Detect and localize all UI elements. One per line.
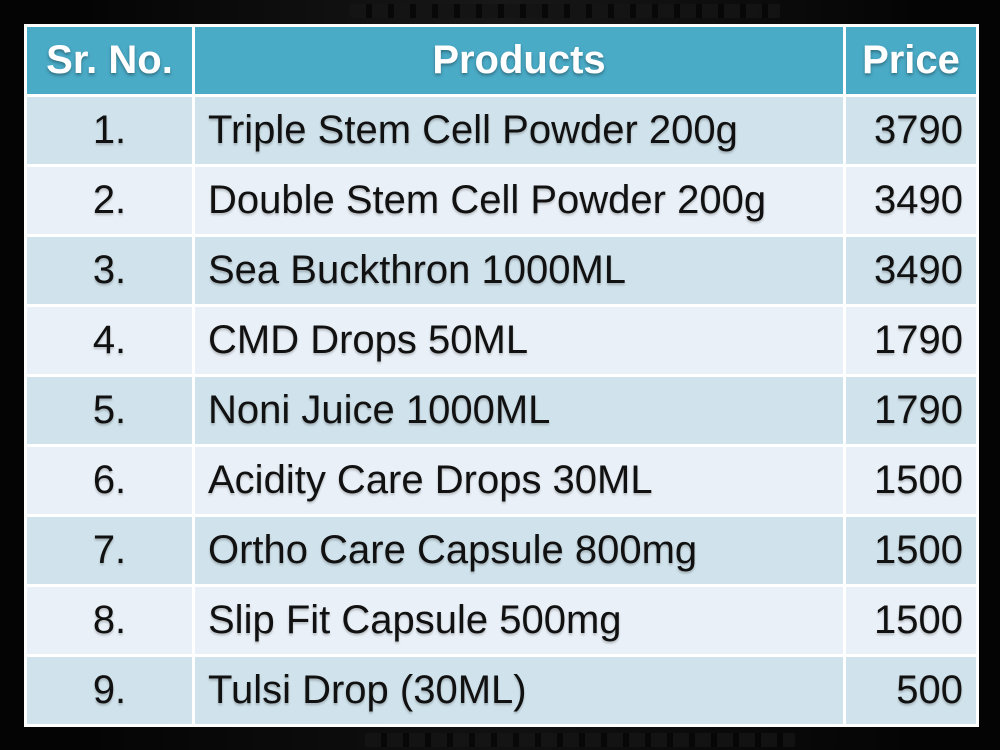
header-row: Sr. No. Products Price [27,27,976,94]
cell-sr-no: 6. [27,447,192,514]
cell-sr-no: 3. [27,237,192,304]
table-body: 1. Triple Stem Cell Powder 200g 3790 2. … [27,97,976,724]
cell-sr-no: 7. [27,517,192,584]
cell-product: CMD Drops 50ML [195,307,843,374]
table-row: 3. Sea Buckthron 1000ML 3490 [27,237,976,304]
cell-price: 1790 [846,307,976,374]
cell-sr-no: 4. [27,307,192,374]
cell-product: Triple Stem Cell Powder 200g [195,97,843,164]
cell-sr-no: 1. [27,97,192,164]
cell-product: Sea Buckthron 1000ML [195,237,843,304]
cell-sr-no: 8. [27,587,192,654]
cell-product: Double Stem Cell Powder 200g [195,167,843,234]
cell-product: Acidity Care Drops 30ML [195,447,843,514]
cell-price: 1790 [846,377,976,444]
cell-price: 3490 [846,237,976,304]
laptop-keys-texture-bottom [365,733,795,747]
cell-price: 500 [846,657,976,724]
cell-product: Noni Juice 1000ML [195,377,843,444]
header-price: Price [846,27,976,94]
price-table-container: Sr. No. Products Price 1. Triple Stem Ce… [24,24,979,727]
cell-price: 1500 [846,587,976,654]
table-row: 6. Acidity Care Drops 30ML 1500 [27,447,976,514]
cell-price: 1500 [846,517,976,584]
header-products: Products [195,27,843,94]
table-row: 9. Tulsi Drop (30ML) 500 [27,657,976,724]
table-row: 5. Noni Juice 1000ML 1790 [27,377,976,444]
cell-product: Ortho Care Capsule 800mg [195,517,843,584]
cell-price: 3490 [846,167,976,234]
laptop-keys-texture-top [350,4,780,18]
cell-sr-no: 9. [27,657,192,724]
cell-price: 1500 [846,447,976,514]
header-sr-no: Sr. No. [27,27,192,94]
table-row: 2. Double Stem Cell Powder 200g 3490 [27,167,976,234]
cell-product: Slip Fit Capsule 500mg [195,587,843,654]
price-table: Sr. No. Products Price 1. Triple Stem Ce… [24,24,979,727]
cell-price: 3790 [846,97,976,164]
table-row: 7. Ortho Care Capsule 800mg 1500 [27,517,976,584]
cell-product: Tulsi Drop (30ML) [195,657,843,724]
table-row: 8. Slip Fit Capsule 500mg 1500 [27,587,976,654]
cell-sr-no: 5. [27,377,192,444]
table-header: Sr. No. Products Price [27,27,976,94]
table-row: 1. Triple Stem Cell Powder 200g 3790 [27,97,976,164]
table-row: 4. CMD Drops 50ML 1790 [27,307,976,374]
cell-sr-no: 2. [27,167,192,234]
